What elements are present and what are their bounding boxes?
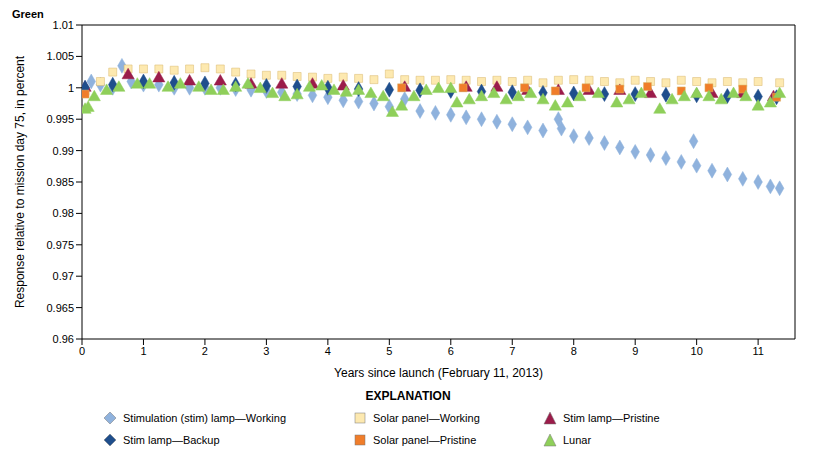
svg-text:0.97: 0.97 bbox=[53, 270, 74, 282]
svg-text:7: 7 bbox=[509, 345, 515, 357]
html-text:EXPLANATION: EXPLANATION bbox=[365, 389, 451, 403]
html-text:Stim lamp—Pristine: Stim lamp—Pristine bbox=[563, 412, 660, 424]
svg-text:10: 10 bbox=[691, 345, 703, 357]
svg-text:3: 3 bbox=[263, 345, 269, 357]
svg-text:0.995: 0.995 bbox=[46, 113, 74, 125]
svg-text:1: 1 bbox=[68, 82, 74, 94]
svg-text:8: 8 bbox=[571, 345, 577, 357]
svg-text:4: 4 bbox=[325, 345, 331, 357]
svg-text:1.01: 1.01 bbox=[53, 19, 74, 31]
svg-text:5: 5 bbox=[386, 345, 392, 357]
html-text:Green: Green bbox=[12, 8, 44, 20]
svg-text:0.96: 0.96 bbox=[53, 333, 74, 345]
html-text:Solar panel—Working: Solar panel—Working bbox=[373, 412, 480, 424]
svg-text:9: 9 bbox=[632, 345, 638, 357]
html-text:Lunar: Lunar bbox=[563, 434, 592, 446]
svg-text:6: 6 bbox=[448, 345, 454, 357]
svg-text:Response relative to mission d: Response relative to mission day 75, in … bbox=[13, 55, 27, 308]
svg-text:0.985: 0.985 bbox=[46, 176, 74, 188]
html-text:Stim lamp—Backup: Stim lamp—Backup bbox=[123, 434, 220, 446]
html-text:Stimulation (stim) lamp—Workin: Stimulation (stim) lamp—Working bbox=[123, 412, 286, 424]
svg-text:11: 11 bbox=[752, 345, 763, 357]
svg-text:0: 0 bbox=[79, 345, 85, 357]
svg-text:0.965: 0.965 bbox=[46, 302, 74, 314]
svg-text:2: 2 bbox=[202, 345, 208, 357]
html-text:Solar panel—Pristine: Solar panel—Pristine bbox=[373, 434, 477, 446]
svg-text:1: 1 bbox=[140, 345, 146, 357]
svg-text:Years since launch (February 1: Years since launch (February 11, 2013) bbox=[334, 366, 543, 380]
svg-text:0.975: 0.975 bbox=[46, 239, 74, 251]
svg-text:0.99: 0.99 bbox=[53, 145, 74, 157]
svg-text:1.005: 1.005 bbox=[46, 50, 74, 62]
svg-text:0.98: 0.98 bbox=[53, 207, 74, 219]
